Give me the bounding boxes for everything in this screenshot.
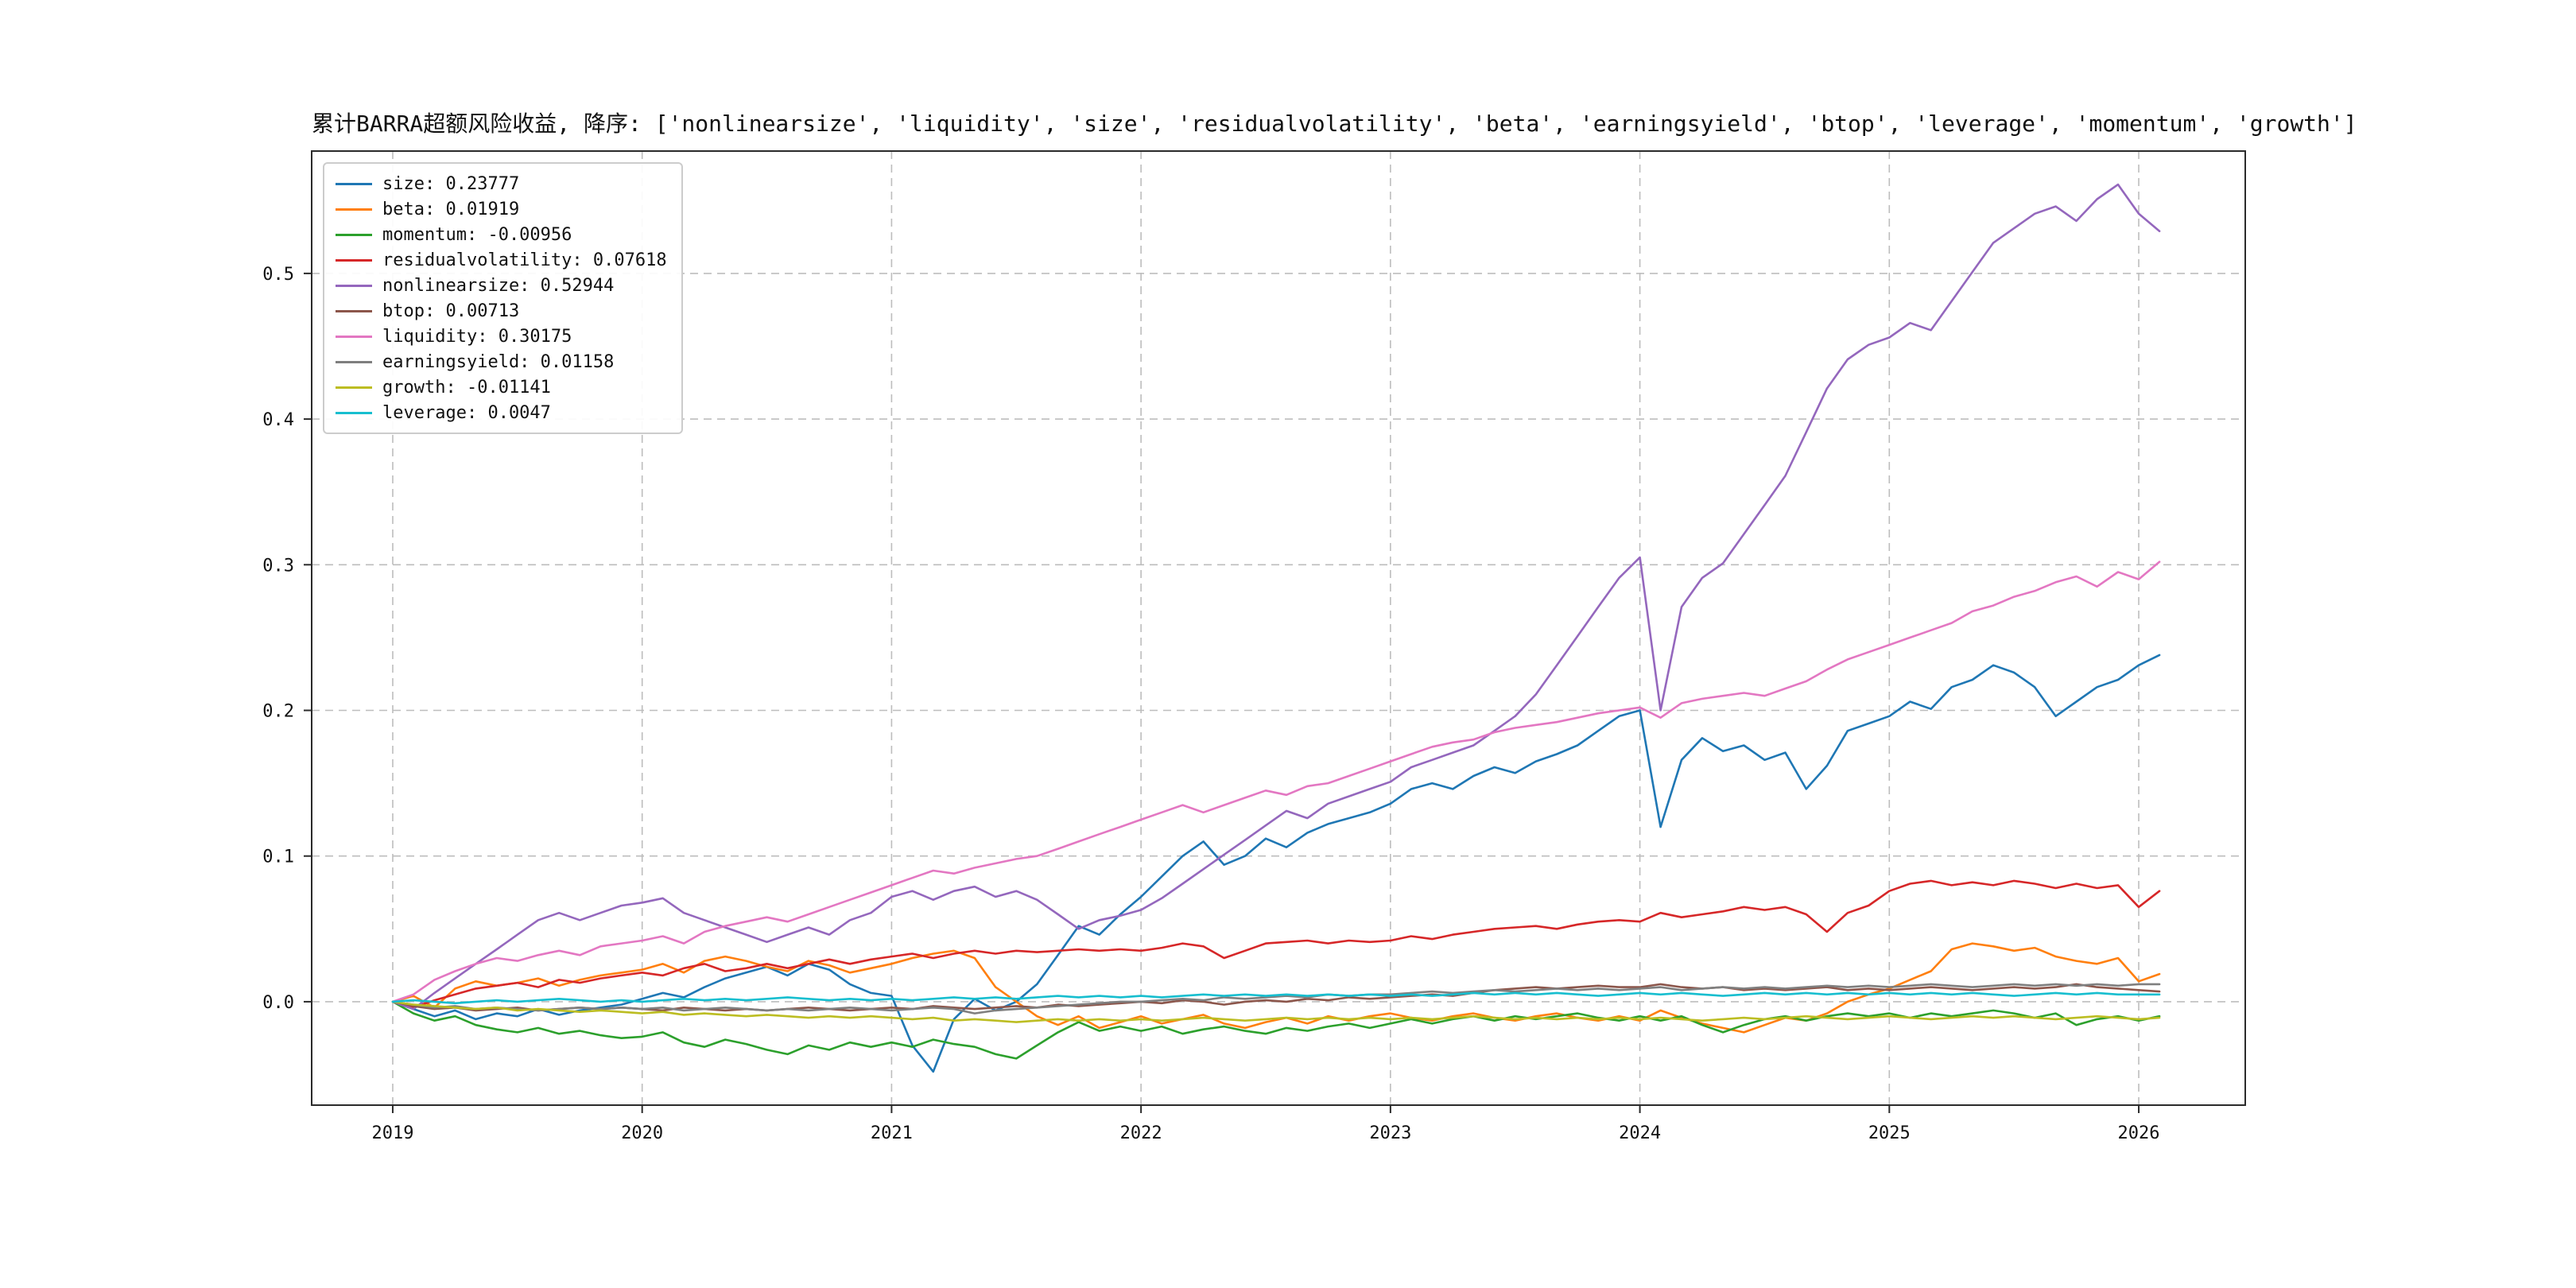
x-tick-label: 2026 [2118, 1123, 2160, 1143]
series-line-residualvolatility [391, 879, 2161, 1009]
series-line-beta [391, 942, 2161, 1034]
legend-item-momentum: momentum: -0.00956 [336, 224, 667, 245]
x-tick-label: 2020 [621, 1123, 663, 1143]
series-line-growth [391, 1000, 2161, 1023]
y-tick-label: 0.4 [262, 410, 294, 430]
chart-title: 累计BARRA超额风险收益, 降序: ['nonlinearsize', 'li… [312, 111, 2357, 137]
legend-swatch-earningsyield [336, 360, 372, 363]
legend-swatch-size [336, 182, 372, 185]
series-line-btop [391, 983, 2161, 1012]
x-tick-label: 2024 [1619, 1123, 1661, 1143]
legend-swatch-momentum [336, 233, 372, 236]
y-tick-label: 0.2 [262, 702, 294, 722]
series-line-size [391, 654, 2161, 1073]
legend-swatch-beta [336, 208, 372, 211]
x-tick-label: 2025 [1868, 1123, 1911, 1143]
legend-swatch-nonlinearsize [336, 284, 372, 287]
legend-item-nonlinearsize: nonlinearsize: 0.52944 [336, 275, 667, 296]
legend-label: residualvolatility: 0.07618 [382, 250, 667, 270]
legend-label: leverage: 0.0047 [382, 402, 551, 423]
x-tick-label: 2022 [1120, 1123, 1162, 1143]
legend-label: growth: -0.01141 [382, 377, 551, 398]
legend-item-growth: growth: -0.01141 [336, 377, 667, 398]
legend-label: momentum: -0.00956 [382, 224, 572, 245]
legend-item-earningsyield: earningsyield: 0.01158 [336, 351, 667, 372]
legend-label: liquidity: 0.30175 [382, 326, 572, 347]
y-tick-label: 0.1 [262, 848, 294, 867]
legend-item-residualvolatility: residualvolatility: 0.07618 [336, 250, 667, 270]
plot-border [311, 150, 2246, 1106]
legend-swatch-residualvolatility [336, 258, 372, 262]
legend-label: nonlinearsize: 0.52944 [382, 275, 615, 296]
legend-item-beta: beta: 0.01919 [336, 199, 667, 219]
series-line-nonlinearsize [391, 183, 2161, 1011]
legend-swatch-btop [336, 309, 372, 312]
y-tick-label: 0.3 [262, 556, 294, 576]
legend: size: 0.23777 beta: 0.01919 momentum: -0.0… [323, 162, 683, 434]
series-line-leverage [391, 991, 2161, 1005]
legend-item-btop: btop: 0.00713 [336, 301, 667, 321]
legend-item-liquidity: liquidity: 0.30175 [336, 326, 667, 347]
series-line-liquidity [391, 561, 2161, 1003]
x-tick-label: 2023 [1369, 1123, 1411, 1143]
y-tick-label: 0.5 [262, 265, 294, 285]
legend-item-leverage: leverage: 0.0047 [336, 402, 667, 423]
y-tick-label: 0.0 [262, 993, 294, 1013]
series-line-momentum [391, 1000, 2161, 1060]
legend-swatch-liquidity [336, 335, 372, 338]
legend-label: beta: 0.01919 [382, 199, 520, 219]
legend-item-size: size: 0.23777 [336, 173, 667, 194]
series-line-earningsyield [391, 983, 2161, 1014]
legend-swatch-leverage [336, 411, 372, 414]
x-tick-label: 2019 [371, 1123, 413, 1143]
legend-label: earningsyield: 0.01158 [382, 351, 615, 372]
legend-swatch-growth [336, 386, 372, 389]
x-tick-label: 2021 [871, 1123, 913, 1143]
legend-label: size: 0.23777 [382, 173, 520, 194]
legend-label: btop: 0.00713 [382, 301, 520, 321]
